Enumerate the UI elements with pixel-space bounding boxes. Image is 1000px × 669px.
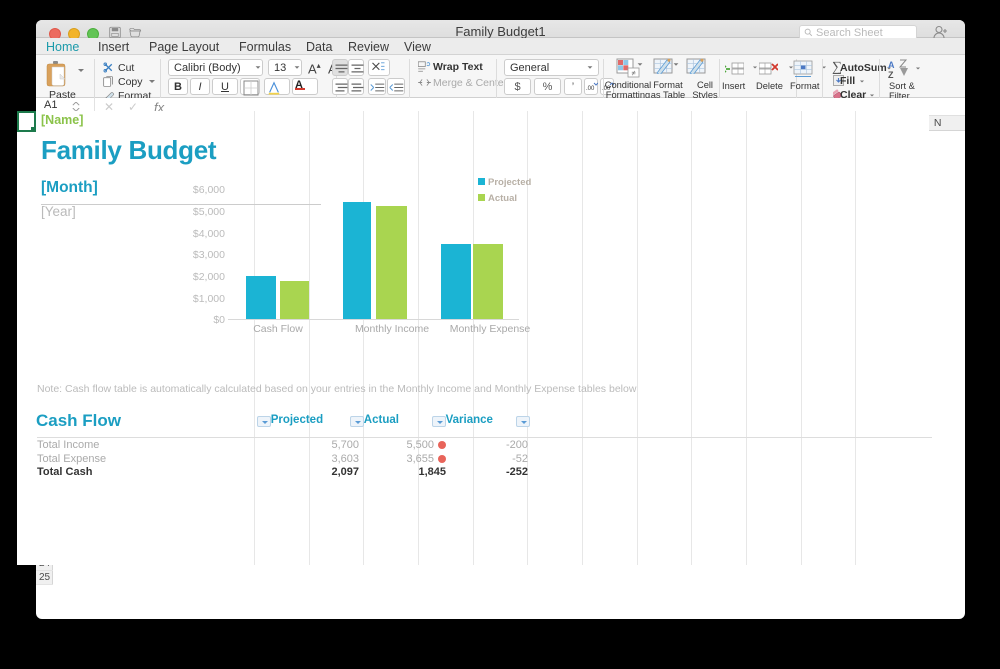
svg-text:A: A — [888, 60, 895, 70]
svg-text:.00: .00 — [586, 86, 595, 92]
svg-text:≠: ≠ — [631, 68, 635, 77]
svg-text:Z: Z — [888, 70, 894, 79]
